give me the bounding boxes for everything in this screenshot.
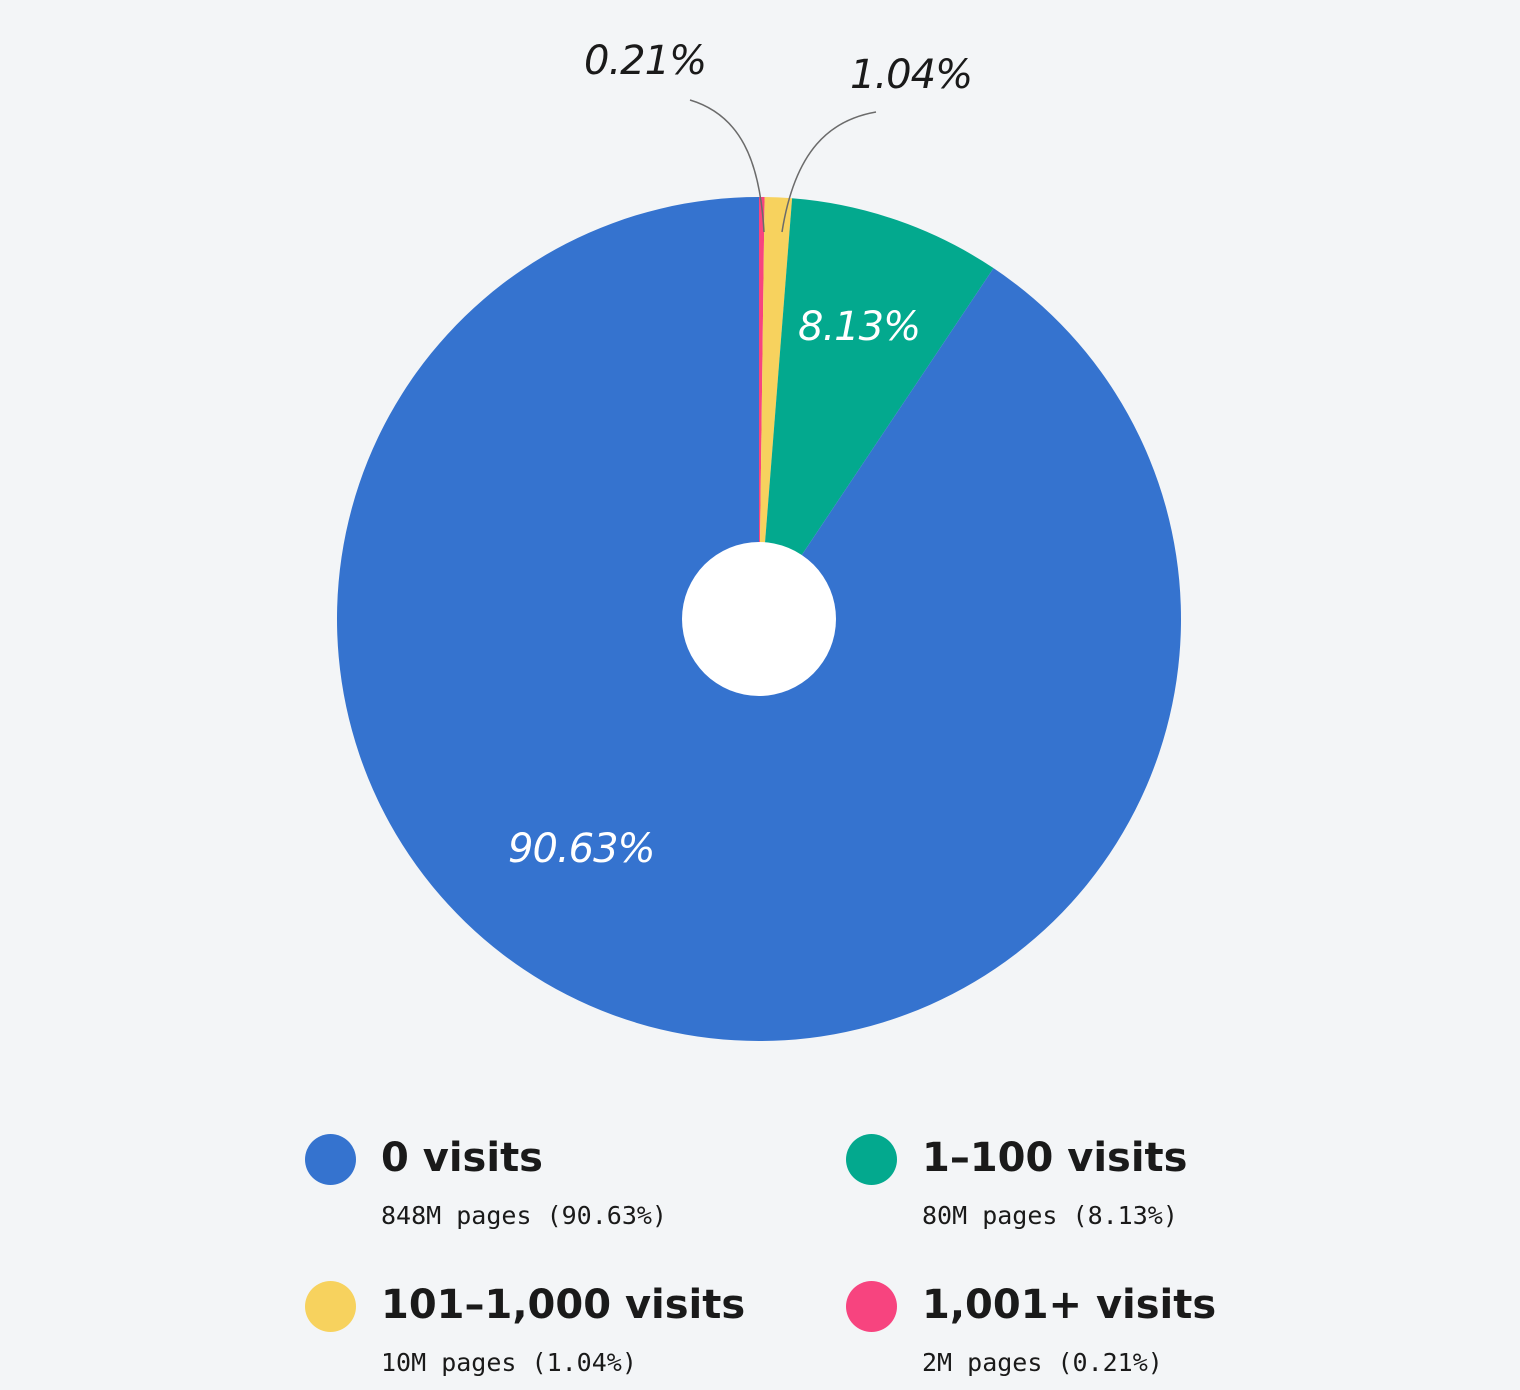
legend-swatch-yellow — [305, 1281, 356, 1332]
pie-chart — [336, 99, 1181, 1041]
slice-label-1-100: 8.13% — [798, 304, 921, 350]
slice-label-1001-plus: 0.21% — [584, 38, 707, 84]
legend-title: 0 visits — [381, 1135, 543, 1181]
legend-subtitle: 2M pages (0.21%) — [922, 1348, 1163, 1377]
pie-slice-s1 — [759, 198, 994, 619]
legend-subtitle: 848M pages (90.63%) — [381, 1201, 667, 1230]
pie-slice-s1001 — [759, 197, 765, 619]
legend-subtitle: 80M pages (8.13%) — [922, 1201, 1178, 1230]
leader-line-1-04 — [781, 111, 877, 233]
slice-label-0: 90.63% — [508, 826, 656, 872]
legend-title: 1–100 visits — [922, 1135, 1188, 1181]
legend-subtitle: 10M pages (1.04%) — [381, 1348, 637, 1377]
slice-label-101-1000: 1.04% — [850, 52, 973, 98]
legend-title: 101–1,000 visits — [381, 1282, 746, 1328]
legend-swatch-blue — [305, 1134, 356, 1185]
leader-line-0-21 — [689, 99, 765, 233]
pie-slice-s101 — [759, 197, 793, 619]
donut-hole — [682, 542, 836, 696]
legend: 0 visits 848M pages (90.63%) 1–100 visit… — [305, 1130, 1265, 1390]
legend-swatch-pink — [846, 1281, 897, 1332]
legend-swatch-green — [846, 1134, 897, 1185]
legend-title: 1,001+ visits — [922, 1282, 1217, 1328]
